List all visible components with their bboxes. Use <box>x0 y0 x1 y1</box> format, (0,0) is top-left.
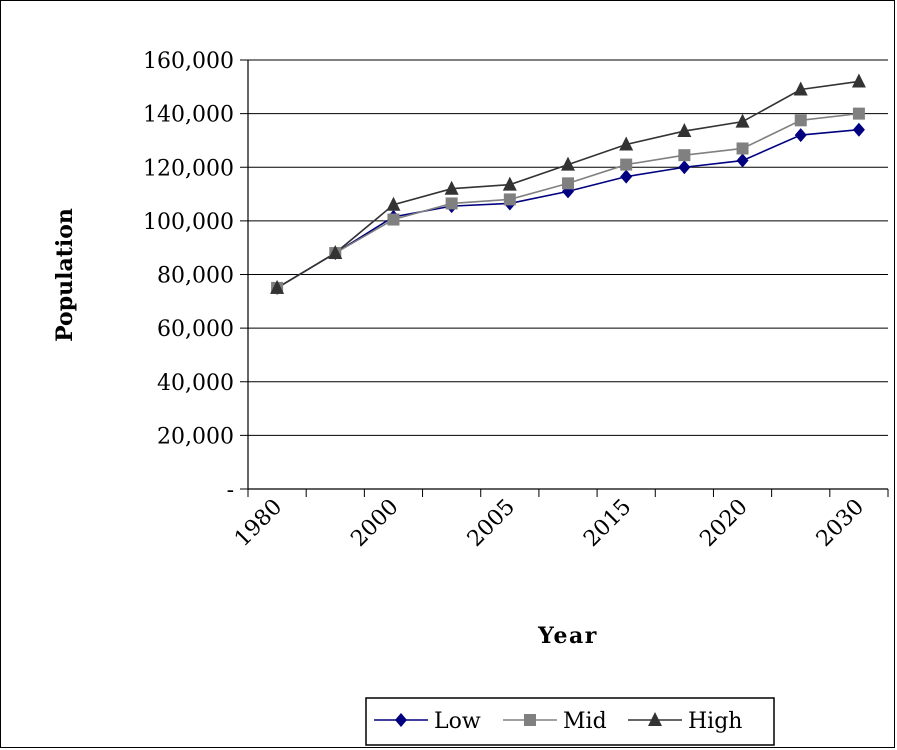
y-tick-label: 40,000 <box>157 371 234 396</box>
y-tick-label: 60,000 <box>157 317 234 342</box>
data-point-low <box>852 122 865 137</box>
y-tick-label: 160,000 <box>143 49 234 74</box>
x-tick-label: 2015 <box>579 495 636 552</box>
gridlines <box>248 59 888 436</box>
data-point-low <box>620 169 633 184</box>
data-point-low <box>794 128 807 143</box>
legend-marker-high <box>648 712 662 726</box>
y-axis-title: Population <box>52 208 78 342</box>
data-point-low <box>736 153 749 168</box>
x-tick-label: 1980 <box>230 495 287 552</box>
data-point-high <box>735 113 750 128</box>
legend-marker-mid <box>524 714 536 726</box>
data-point-high <box>386 196 401 211</box>
data-point-mid <box>445 197 458 210</box>
x-tick-label: 2020 <box>696 495 753 552</box>
data-point-mid <box>620 158 633 171</box>
data-point-mid <box>736 142 749 155</box>
series-markers <box>270 73 866 295</box>
y-tick-label: 140,000 <box>143 103 234 128</box>
x-axis-tick-labels: 1980 2000 2005 2015 2020 2030 <box>230 495 869 552</box>
data-point-high <box>793 81 808 96</box>
series-line-mid <box>276 112 860 289</box>
y-axis-tick-labels: - 20,000 40,000 60,000 80,000 100,000 120,000 1… <box>143 49 234 503</box>
data-point-high <box>851 73 866 88</box>
axes <box>240 59 889 497</box>
series-line-low <box>276 128 859 289</box>
data-point-high <box>444 180 459 195</box>
legend-label-high: High <box>688 709 742 734</box>
x-tick-label: 2030 <box>812 495 869 552</box>
x-axis-title: Year <box>537 623 598 649</box>
x-tick-label: 2005 <box>463 495 520 552</box>
y-tick-label: 120,000 <box>143 156 234 181</box>
data-point-low <box>678 160 691 175</box>
data-point-mid <box>852 107 865 120</box>
data-point-high <box>328 245 343 260</box>
data-point-mid <box>387 213 400 226</box>
data-point-mid <box>562 177 574 190</box>
legend-label-low: Low <box>434 709 481 734</box>
data-point-mid <box>503 193 516 206</box>
x-tick-label: 2000 <box>346 495 403 552</box>
y-tick-label: 80,000 <box>157 264 234 289</box>
data-point-mid <box>678 149 691 162</box>
data-point-high <box>619 136 634 151</box>
legend: Low Mid High <box>365 697 775 746</box>
legend-label-mid: Mid <box>563 709 607 734</box>
data-point-high <box>270 279 285 294</box>
y-tick-label: - <box>227 478 234 503</box>
data-point-high <box>502 176 517 191</box>
data-point-high <box>677 123 692 138</box>
data-point-high <box>561 156 575 171</box>
legend-box <box>365 697 775 746</box>
data-point-mid <box>794 114 807 127</box>
legend-marker-low <box>395 713 407 727</box>
y-tick-label: 20,000 <box>157 424 234 449</box>
y-tick-label: 100,000 <box>143 210 234 235</box>
